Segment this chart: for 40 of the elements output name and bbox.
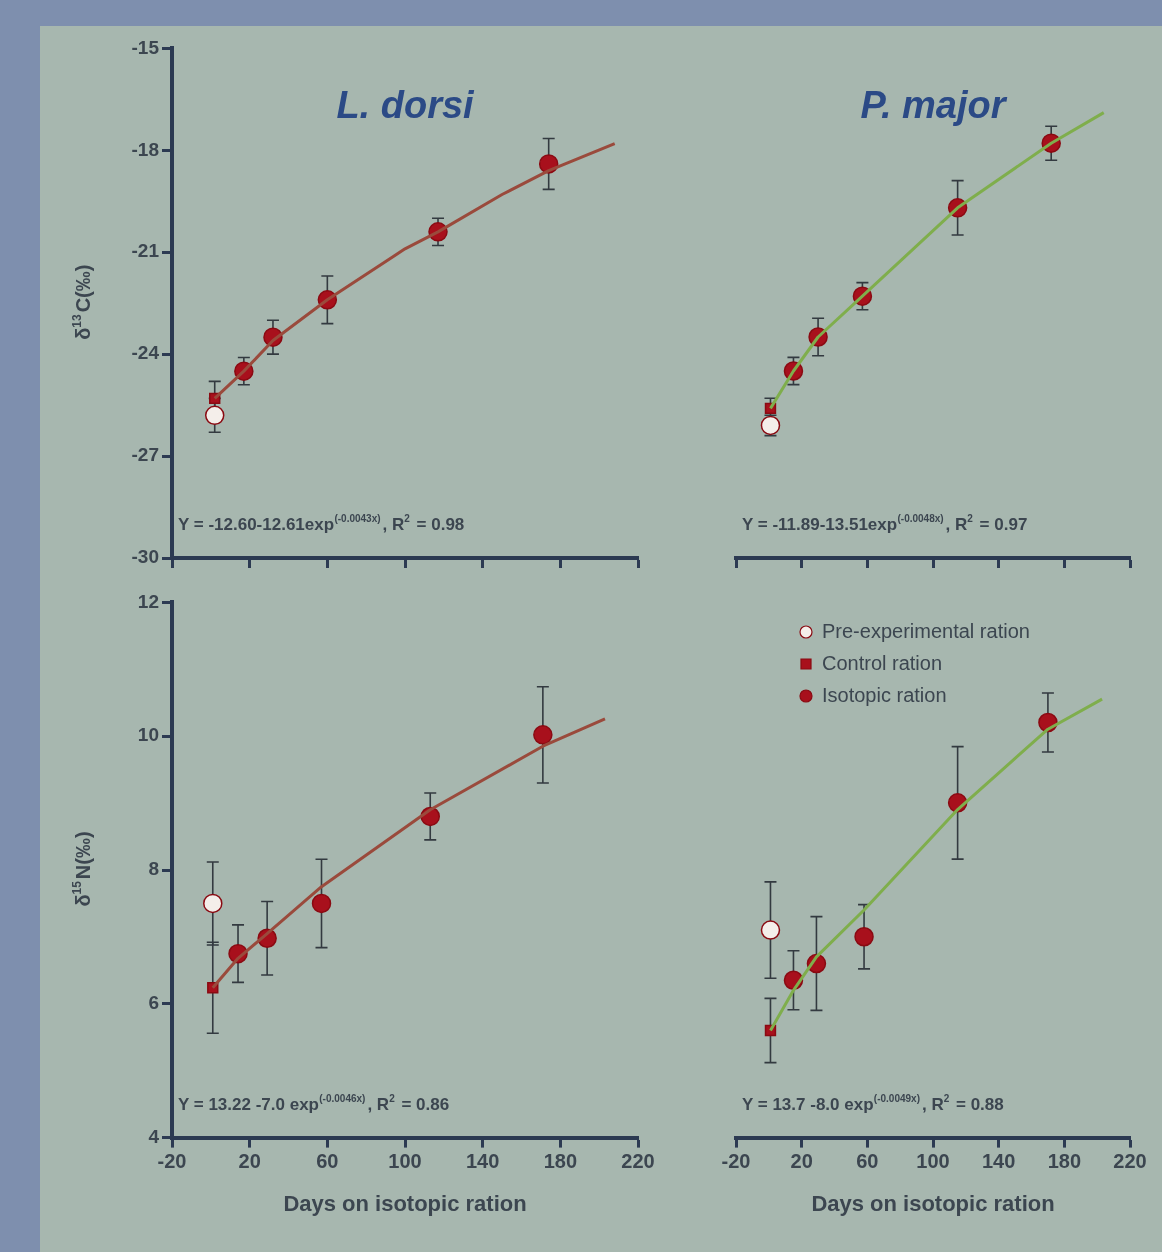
x-tick-label: 140	[981, 1150, 1016, 1173]
y-tick-label: -24	[131, 342, 160, 364]
legend-label: Pre-experimental ration	[822, 619, 1030, 642]
x-tick-label: 180	[1047, 1150, 1082, 1173]
text: P. major	[860, 84, 1008, 126]
x-axis-title: Days on isotopic ration	[811, 1190, 1055, 1216]
y-tick-label: -18	[131, 138, 159, 160]
y-tick-label: -27	[131, 444, 159, 466]
x-tick-label: 60	[316, 1150, 339, 1173]
x-tick-label: 220	[621, 1150, 655, 1173]
x-axis-title: Days on isotopic ration	[283, 1190, 527, 1216]
y-tick-label: 10	[137, 724, 159, 746]
x-tick-label: -20	[721, 1150, 751, 1173]
point	[533, 725, 553, 745]
x-tick-label: 100	[916, 1150, 950, 1173]
x-tick-label: 100	[388, 1150, 422, 1173]
x-tick-label: 180	[543, 1150, 578, 1173]
y-tick-label: -15	[131, 36, 160, 58]
y-tick-label: 8	[148, 858, 159, 880]
x-tick-label: 60	[856, 1150, 879, 1173]
y-tick-label: -21	[131, 240, 160, 262]
point	[203, 893, 223, 914]
x-tick-label: 220	[1113, 1150, 1147, 1173]
text: L. dorsi	[336, 84, 476, 127]
x-tick-label: -20	[157, 1150, 187, 1173]
x-tick-label: 20	[238, 1150, 261, 1173]
point	[204, 405, 225, 426]
y-tick-label: 4	[148, 1125, 160, 1147]
y-axis-title: δ13C(‰)	[70, 264, 94, 340]
legend-label: Isotopic ration	[822, 683, 947, 706]
y-tick-label: 6	[148, 992, 159, 1014]
x-tick-label: 140	[465, 1150, 500, 1173]
y-tick-label: -30	[131, 546, 159, 568]
y-axis-title: δ15N(‰)	[70, 831, 94, 907]
point	[311, 893, 332, 914]
legend-label: Control ration	[822, 651, 943, 674]
x-tick-label: 20	[790, 1150, 813, 1173]
point	[854, 927, 874, 947]
point	[760, 920, 781, 940]
y-tick-label: 12	[137, 590, 159, 612]
